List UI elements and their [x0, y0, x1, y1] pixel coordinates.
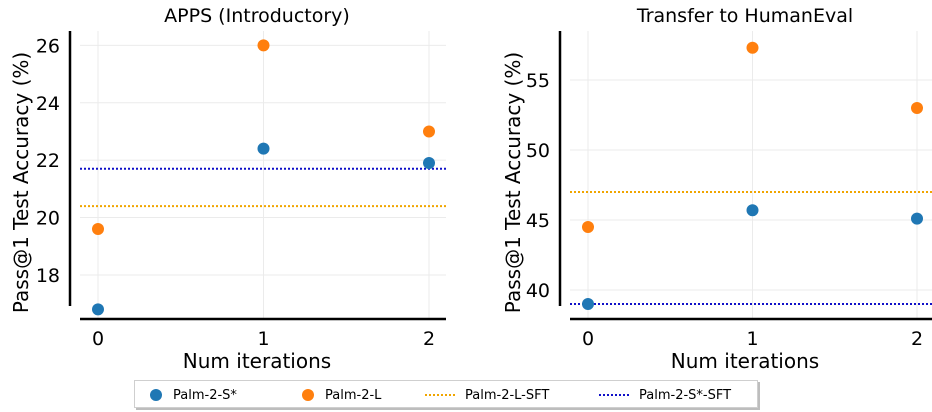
x-axis-label: Num iterations: [183, 349, 331, 373]
x-tick-label: 2: [423, 328, 435, 350]
legend-item-palm-2-l-sft: Palm-2-L-SFT: [425, 381, 549, 409]
data-point-palm-2-s: [423, 157, 435, 170]
y-axis-label: Pass@1 Test Accuracy (%): [9, 52, 33, 313]
x-axis-label: Num iterations: [671, 349, 819, 373]
legend-item-palm-2-s: Palm-2-S*: [149, 381, 237, 409]
data-point-palm-2-l: [746, 41, 759, 54]
y-tick-label: 40: [526, 280, 550, 302]
x-tick-label: 1: [257, 328, 269, 350]
data-point-palm-2-s: [257, 142, 270, 155]
legend-marker-palm-2-l: [302, 389, 314, 401]
data-point-palm-2-s: [911, 212, 923, 225]
legend-label-palm-2-s-sft: Palm-2-S*-SFT: [639, 387, 732, 403]
legend-marker-palm-2-s: [150, 389, 162, 401]
legend: Palm-2-S* Palm-2-L Palm-2-L-SFT Palm-2-S…: [134, 380, 758, 408]
legend-label-palm-2-s: Palm-2-S*: [173, 387, 237, 403]
data-point-palm-2-l: [257, 39, 270, 52]
legend-label-palm-2-l: Palm-2-L: [325, 387, 382, 403]
y-tick-label: 24: [36, 93, 60, 115]
x-tick-label: 0: [92, 328, 104, 350]
legend-item-palm-2-s-sft: Palm-2-S*-SFT: [599, 381, 731, 409]
legend-label-palm-2-l-sft: Palm-2-L-SFT: [465, 387, 550, 403]
data-point-palm-2-l: [92, 223, 104, 236]
data-point-palm-2-l: [582, 221, 594, 233]
y-tick-label: 55: [526, 70, 550, 92]
data-point-palm-2-s: [746, 204, 759, 217]
data-point-palm-2-l: [911, 102, 923, 114]
y-tick-label: 26: [36, 35, 60, 57]
y-tick-label: 45: [526, 210, 550, 232]
y-tick-label: 50: [526, 140, 550, 162]
x-tick-label: 2: [911, 328, 923, 350]
chart-panel-humaneval: 40 45 50 55 0 1 2 Transfer to HumanEval Num iter…: [501, 5, 932, 373]
chart-title: Transfer to HumanEval: [636, 5, 853, 27]
chart-panel-apps: 18 20 22 24 26 0 1 2 APPS (Introductory) Num iter…: [9, 5, 446, 373]
x-tick-label: 1: [746, 328, 758, 350]
y-tick-label: 20: [36, 208, 60, 230]
legend-line-palm-2-l-sft: [425, 394, 455, 396]
y-axis-label: Pass@1 Test Accuracy (%): [501, 52, 525, 313]
data-point-palm-2-s: [92, 303, 104, 316]
x-tick-label: 0: [582, 328, 594, 350]
data-point-palm-2-l: [423, 125, 435, 138]
data-point-palm-2-s: [582, 298, 594, 310]
legend-line-palm-2-s-sft: [599, 394, 629, 396]
y-tick-label: 22: [36, 150, 60, 172]
chart-title: APPS (Introductory): [164, 5, 350, 27]
y-tick-label: 18: [36, 265, 60, 287]
legend-item-palm-2-l: Palm-2-L: [301, 381, 381, 409]
